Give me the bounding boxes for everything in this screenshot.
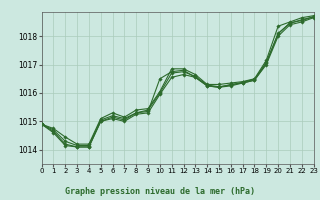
Text: Graphe pression niveau de la mer (hPa): Graphe pression niveau de la mer (hPa) (65, 187, 255, 196)
